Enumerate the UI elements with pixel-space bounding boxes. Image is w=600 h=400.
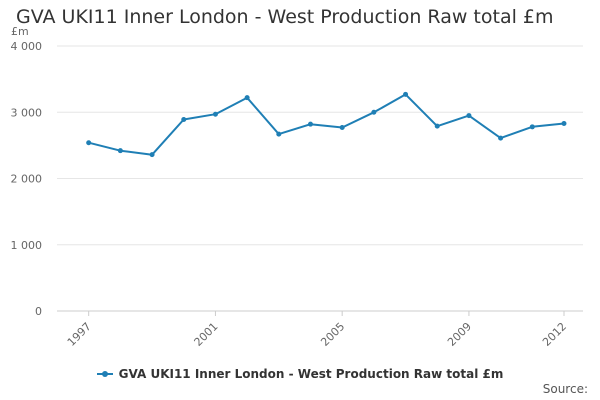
data-point bbox=[86, 140, 92, 146]
y-tick-label: 1 000 bbox=[11, 239, 43, 252]
data-point bbox=[434, 123, 440, 129]
data-point bbox=[466, 113, 472, 119]
data-point bbox=[339, 124, 345, 130]
data-point bbox=[371, 109, 377, 115]
series-line bbox=[88, 93, 565, 156]
data-point bbox=[244, 95, 250, 101]
legend-item[interactable]: GVA UKI11 Inner London - West Production… bbox=[96, 367, 504, 381]
data-point bbox=[403, 91, 409, 97]
x-tick-label: 2009 bbox=[445, 320, 474, 349]
x-tick-label: 2001 bbox=[192, 320, 221, 349]
data-point bbox=[561, 121, 567, 127]
data-point bbox=[529, 124, 535, 130]
legend-swatch-icon bbox=[96, 371, 113, 377]
chart-title: GVA UKI11 Inner London - West Production… bbox=[16, 6, 554, 28]
data-point bbox=[117, 148, 123, 154]
y-tick-label: 4 000 bbox=[11, 40, 43, 53]
data-point bbox=[498, 135, 504, 141]
y-tick-label: 0 bbox=[35, 305, 42, 318]
x-tick-label: 2012 bbox=[540, 320, 569, 349]
source-label: Source: bbox=[542, 382, 588, 396]
data-point bbox=[276, 131, 282, 137]
y-tick-label: 3 000 bbox=[11, 106, 43, 119]
y-tick-label: 2 000 bbox=[11, 173, 43, 186]
legend-label: GVA UKI11 Inner London - West Production… bbox=[118, 367, 504, 381]
x-tick-label: 1997 bbox=[65, 320, 94, 349]
legend[interactable]: GVA UKI11 Inner London - West Production… bbox=[0, 364, 600, 381]
data-point bbox=[149, 152, 155, 158]
data-point bbox=[212, 111, 218, 117]
x-tick-label: 2005 bbox=[318, 320, 347, 349]
data-point bbox=[307, 121, 313, 127]
data-point bbox=[181, 117, 187, 123]
y-axis-label: £m bbox=[11, 25, 29, 38]
